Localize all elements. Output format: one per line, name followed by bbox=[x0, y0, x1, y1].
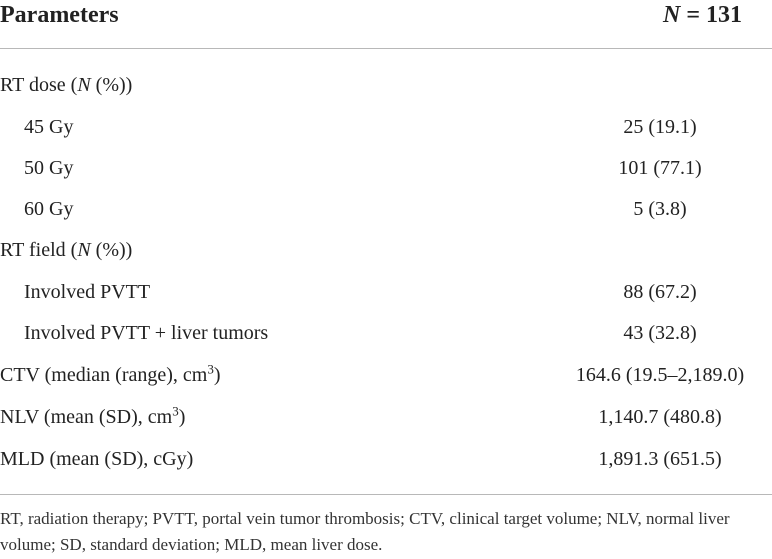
row-label: RT dose (N (%)) bbox=[0, 68, 132, 102]
row-label: MLD (mean (SD), cGy) bbox=[0, 448, 194, 470]
row-label: Involved PVTT + liver tumors bbox=[24, 322, 269, 344]
table-row-45gy: 45 Gy 25 (19.1) bbox=[0, 110, 772, 144]
row-label: 45 Gy bbox=[24, 116, 74, 138]
label-text: CTV (median (range), cm bbox=[0, 364, 208, 386]
label-text: (%)) bbox=[90, 239, 133, 261]
table-footnote: RT, radiation therapy; PVTT, portal vein… bbox=[0, 509, 730, 554]
row-value: 1,891.3 (651.5) bbox=[598, 448, 722, 470]
row-value: 88 (67.2) bbox=[623, 281, 697, 303]
row-label: CTV (median (range), cm3) bbox=[0, 358, 221, 392]
row-label: 50 Gy bbox=[24, 157, 74, 179]
row-value: 5 (3.8) bbox=[633, 198, 687, 220]
label-text: RT dose ( bbox=[0, 74, 78, 96]
label-text: NLV (mean (SD), cm bbox=[0, 406, 173, 428]
label-text: RT field ( bbox=[0, 239, 78, 261]
table-row-rt-field: RT field (N (%)) bbox=[0, 233, 772, 267]
row-value: 43 (32.8) bbox=[623, 322, 697, 344]
label-italic-n: N bbox=[77, 74, 91, 96]
header-parameters: Parameters bbox=[0, 2, 119, 28]
row-value: 25 (19.1) bbox=[623, 116, 697, 138]
table-row-50gy: 50 Gy 101 (77.1) bbox=[0, 151, 772, 185]
table-row-60gy: 60 Gy 5 (3.8) bbox=[0, 192, 772, 226]
table-row-involved-pvtt-liver: Involved PVTT + liver tumors 43 (32.8) bbox=[0, 316, 772, 350]
label-italic-n: N bbox=[77, 239, 91, 261]
table-row-mld: MLD (mean (SD), cGy) 1,891.3 (651.5) bbox=[0, 442, 772, 476]
row-label: RT field (N (%)) bbox=[0, 233, 132, 267]
row-value: 101 (77.1) bbox=[618, 157, 702, 179]
label-text: ) bbox=[213, 364, 221, 386]
table-row-nlv: NLV (mean (SD), cm3) 1,140.7 (480.8) bbox=[0, 400, 772, 434]
header-n-total: N = 131 bbox=[663, 0, 742, 30]
table-row-involved-pvtt: Involved PVTT 88 (67.2) bbox=[0, 275, 772, 309]
row-label: Involved PVTT bbox=[24, 281, 151, 303]
row-value: 1,140.7 (480.8) bbox=[598, 406, 722, 428]
footer-divider bbox=[0, 494, 772, 495]
label-superscript: 3 bbox=[172, 403, 179, 419]
header-n-value: = 131 bbox=[680, 2, 742, 28]
header-divider bbox=[0, 48, 772, 49]
label-text: (%)) bbox=[90, 74, 133, 96]
row-label: NLV (mean (SD), cm3) bbox=[0, 400, 185, 434]
row-value: 164.6 (19.5–2,189.0) bbox=[575, 364, 745, 386]
header-n-symbol: N bbox=[662, 2, 681, 28]
label-text: ) bbox=[178, 406, 186, 428]
table-row-ctv: CTV (median (range), cm3) 164.6 (19.5–2,… bbox=[0, 358, 772, 392]
row-label: 60 Gy bbox=[24, 198, 74, 220]
table-header: Parameters N = 131 bbox=[0, 0, 772, 32]
table-row-rt-dose: RT dose (N (%)) bbox=[0, 68, 772, 102]
label-superscript: 3 bbox=[207, 361, 214, 377]
